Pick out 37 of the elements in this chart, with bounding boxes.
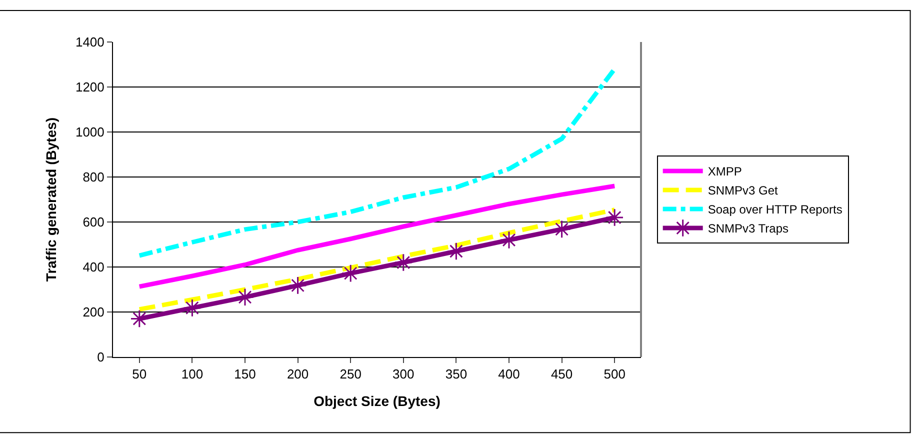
x-tick-label: 300: [392, 366, 414, 382]
point: [288, 276, 307, 295]
x-tick-label: 200: [286, 366, 309, 382]
y-tick-label: 400: [82, 260, 104, 275]
y-tick-label: 1400: [75, 34, 104, 50]
y-tick-label: 200: [82, 304, 104, 320]
point: [500, 230, 518, 250]
point: [183, 298, 202, 318]
x-axis-title: Object Size (Bytes): [314, 392, 440, 409]
y-tick-label: 800: [82, 170, 104, 185]
y-tick-label: 1200: [75, 80, 104, 95]
x-tick-label: 400: [498, 366, 520, 382]
point: [552, 220, 571, 238]
point: [394, 253, 413, 272]
legend-label: SNMPv3 Traps: [708, 222, 789, 236]
x-tick-label: 500: [604, 366, 626, 382]
point: [447, 242, 466, 260]
x-tick-label: 350: [445, 366, 468, 382]
point: [130, 310, 149, 328]
point: [236, 288, 254, 306]
y-axis-title: Traffic generated (Bytes): [43, 117, 60, 282]
legend-label: SNMPv3 Get: [708, 184, 779, 198]
line-series: [137, 66, 617, 258]
point: [341, 264, 360, 282]
x-tick-label: 100: [181, 366, 204, 382]
legend-label: Soap over HTTP Reports: [708, 202, 842, 217]
y-tick-label: 0: [97, 350, 104, 365]
x-tick-label: 150: [234, 366, 256, 382]
x-tick-label: 250: [340, 366, 362, 382]
y-tick-label: 600: [82, 214, 104, 230]
y-tick-label: 1000: [75, 124, 104, 140]
legend-label: XMPP: [708, 164, 742, 179]
x-tick-label: 50: [132, 366, 147, 382]
line-series: [137, 208, 617, 312]
line-series: [137, 184, 617, 289]
point: [605, 208, 624, 227]
x-tick-label: 450: [550, 366, 573, 382]
